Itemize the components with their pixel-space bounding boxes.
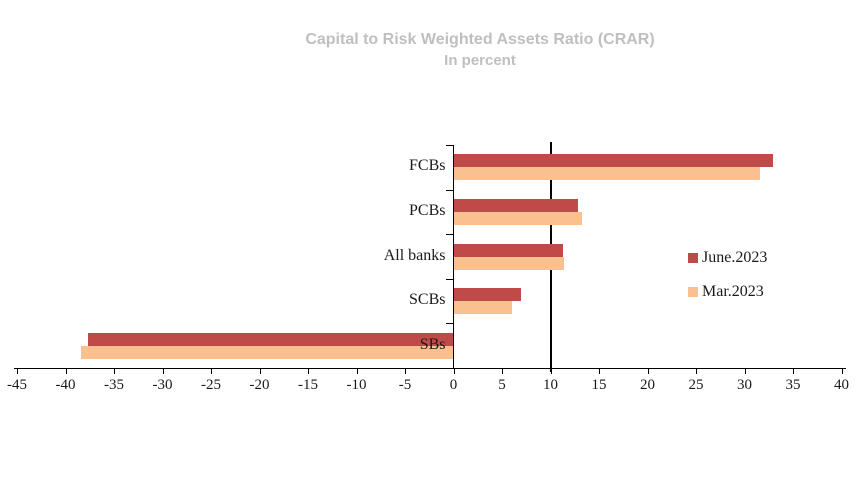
- chart-subtitle: In percent: [444, 51, 516, 69]
- bar-june-2023-fcbs: [453, 154, 773, 168]
- legend-item-june: June.2023: [688, 249, 767, 267]
- x-axis-tick: [744, 368, 746, 374]
- x-tick-label: -15: [298, 377, 318, 393]
- bar-mar-2023-fcbs: [453, 167, 761, 181]
- x-axis-line: [14, 368, 847, 369]
- x-tick-label: 25: [688, 377, 704, 393]
- bar-mar-2023-all-banks: [453, 256, 565, 270]
- x-axis-tick: [65, 368, 67, 374]
- x-axis-tick: [308, 368, 309, 374]
- category-axis-tick: [445, 278, 453, 280]
- bar-mar-2023-scbs: [453, 301, 512, 315]
- x-axis-tick: [453, 368, 455, 374]
- chart-title-block: Capital to Risk Weighted Assets Ratio (C…: [180, 30, 780, 70]
- x-tick-label: 10: [543, 377, 558, 393]
- x-axis-tick: [356, 368, 358, 374]
- x-tick-label: -45: [7, 377, 27, 393]
- x-axis-tick: [162, 368, 164, 374]
- x-tick-label: -5: [398, 377, 412, 393]
- x-axis-tick: [647, 368, 649, 374]
- bar-june-2023-all-banks: [453, 243, 564, 257]
- x-tick-label: 20: [640, 377, 655, 393]
- x-axis-tick: [405, 368, 406, 374]
- legend-label-june: June.2023: [702, 249, 768, 266]
- category-label-fcbs: FCBs: [409, 157, 446, 175]
- category-label-pcbs: PCBs: [409, 201, 446, 219]
- x-tick-label: 5: [498, 377, 506, 393]
- chart-title: Capital to Risk Weighted Assets Ratio (C…: [305, 31, 655, 48]
- x-tick-label: -35: [104, 377, 124, 393]
- x-tick-label: 40: [834, 377, 849, 393]
- category-axis-tick: [445, 189, 453, 191]
- legend-label-mar: Mar.2023: [702, 283, 764, 300]
- x-tick-label: -40: [55, 377, 76, 393]
- x-axis-tick: [841, 368, 843, 374]
- x-tick-label: -10: [346, 377, 367, 393]
- x-tick-label: 30: [737, 377, 752, 393]
- bar-mar-2023-sbs: [81, 345, 454, 359]
- category-label-sbs: SBs: [419, 335, 446, 353]
- x-tick-label: -30: [152, 377, 173, 393]
- category-label-scbs: SCBs: [409, 291, 446, 309]
- x-tick-label: -25: [201, 377, 221, 393]
- category-axis-line: [452, 145, 454, 368]
- bar-june-2023-pcbs: [453, 198, 578, 212]
- x-axis-tick: [696, 368, 697, 374]
- category-axis-tick: [445, 145, 453, 146]
- x-axis-tick: [114, 368, 115, 374]
- legend-swatch-june: [688, 253, 698, 263]
- category-axis-tick: [445, 323, 453, 325]
- bar-june-2023-sbs: [87, 332, 454, 346]
- x-axis-tick: [793, 368, 794, 374]
- x-tick-label: 15: [591, 377, 607, 393]
- x-tick-label: 35: [785, 377, 801, 393]
- category-label-all-banks: All banks: [383, 246, 446, 264]
- bar-mar-2023-pcbs: [453, 211, 582, 225]
- legend-swatch-mar: [688, 287, 698, 297]
- x-tick-label: -20: [249, 377, 270, 393]
- x-axis-tick: [502, 368, 503, 374]
- x-axis-tick: [211, 368, 212, 374]
- legend-item-mar: Mar.2023: [688, 283, 764, 301]
- category-axis-tick: [445, 234, 453, 236]
- x-axis-tick: [17, 368, 18, 374]
- x-axis-tick: [259, 368, 261, 374]
- x-tick-label: 0: [449, 377, 458, 393]
- bar-june-2023-scbs: [453, 288, 522, 302]
- x-axis-tick: [599, 368, 600, 374]
